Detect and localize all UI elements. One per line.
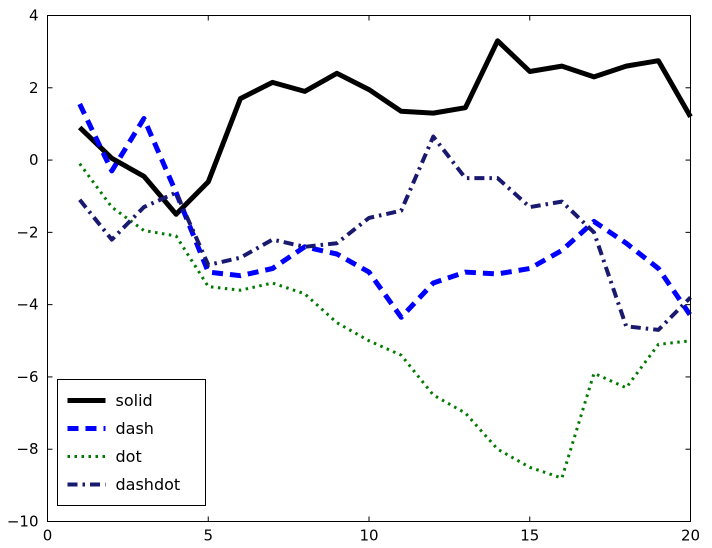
y-tick-label: −2 [16,223,38,241]
y-tick-label: −6 [16,368,38,386]
legend-label-dashdot: dashdot [116,475,181,494]
legend-label-dot: dot [116,447,142,466]
series-solid-line [77,38,693,217]
y-tick-label: −8 [16,440,38,458]
y-tick-label: 2 [29,79,39,97]
y-tick-label: −10 [7,513,39,531]
x-tick-label: 0 [43,527,53,545]
series-dashdot-line [78,134,692,332]
y-tick-label: 0 [29,151,39,169]
x-tick-label: 20 [681,527,700,545]
x-tick-label: 10 [359,527,378,545]
tick-labels-group: 0 5 10 15 20 −10 −8 −6 −4 −2 0 2 4 [7,7,700,545]
y-tick-label: 4 [29,7,39,25]
ticks-group [47,15,691,522]
series-group [77,38,693,480]
x-tick-label: 5 [203,527,213,545]
y-tick-label: −4 [16,296,38,314]
x-tick-label: 15 [520,527,539,545]
legend-label-dash: dash [116,419,154,438]
legend-label-solid: solid [116,391,153,410]
